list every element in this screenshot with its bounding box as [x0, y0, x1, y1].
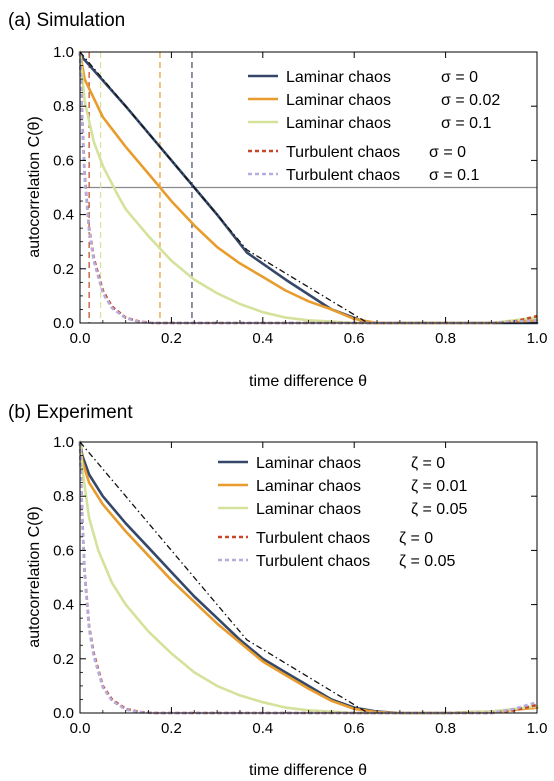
x-tick-label: 0.2	[161, 720, 182, 737]
y-tick-label: 0.6	[53, 542, 74, 559]
legend-label: Turbulent chaos	[256, 530, 370, 547]
x-tick-label: 0.2	[161, 330, 182, 347]
y-tick-label: 0.4	[53, 597, 74, 614]
legend-param: σ = 0.02	[441, 92, 500, 109]
legend-label: Laminar chaos	[286, 115, 391, 132]
y-tick-label: 0.2	[53, 261, 74, 278]
panel-title: (b) Experiment	[8, 402, 133, 423]
x-tick-label: 0.6	[344, 330, 365, 347]
legend-param: σ = 0	[441, 69, 478, 86]
legend-param: ζ = 0.05	[399, 553, 456, 570]
legend-param: σ = 0.1	[429, 167, 479, 184]
y-axis-label: autocorrelation C(θ)	[26, 116, 43, 257]
y-tick-label: 0.2	[53, 651, 74, 668]
x-axis-label: time difference θ	[249, 762, 367, 779]
legend-label: Laminar chaos	[286, 69, 391, 86]
reference-line	[79, 441, 369, 714]
panel-experiment: (b) Experiment 0.0 0.2 0.4 0.6 0.8 1.0 0.0 0.2 0…	[8, 402, 547, 779]
x-tick-label: 0.0	[70, 330, 91, 347]
legend-label: Turbulent chaos	[286, 144, 400, 161]
x-tick-label: 0.8	[435, 720, 456, 737]
legend-param: σ = 0.1	[441, 115, 491, 132]
legend-param: ζ = 0	[411, 455, 445, 472]
x-tick-label: 1.0	[527, 330, 548, 347]
legend-param: σ = 0	[429, 144, 466, 161]
legend-param: ζ = 0.01	[411, 478, 468, 495]
legend-label: Laminar chaos	[256, 478, 361, 495]
x-tick-label: 1.0	[527, 720, 548, 737]
y-tick-label: 1.0	[53, 434, 74, 451]
y-tick-label: 1.0	[53, 44, 74, 61]
legend-param: ζ = 0.05	[411, 501, 468, 518]
x-tick-label: 0.6	[344, 720, 365, 737]
x-tick-label: 0.0	[70, 720, 91, 737]
x-tick-label: 0.4	[252, 720, 273, 737]
legend-label: Laminar chaos	[256, 501, 361, 518]
reference-line	[79, 51, 369, 324]
y-tick-label: 0.0	[53, 315, 74, 332]
x-tick-label: 0.8	[435, 330, 456, 347]
panel-simulation: (a) Simulation 0.0 0.2 0.4 0.6 0.8 1.0 0.0 0.2 0…	[8, 10, 547, 390]
y-tick-label: 0.8	[53, 98, 74, 115]
y-tick-label: 0.8	[53, 488, 74, 505]
legend-label: Turbulent chaos	[256, 553, 370, 570]
y-tick-label: 0.6	[53, 152, 74, 169]
legend-label: Turbulent chaos	[286, 167, 400, 184]
y-tick-label: 0.4	[53, 207, 74, 224]
legend-label: Laminar chaos	[286, 92, 391, 109]
panel-title: (a) Simulation	[8, 10, 125, 31]
x-axis-label: time difference θ	[249, 373, 367, 390]
legend-label: Laminar chaos	[256, 455, 361, 472]
x-tick-label: 0.4	[252, 330, 273, 347]
y-axis-label: autocorrelation C(θ)	[26, 506, 43, 647]
legend-param: ζ = 0	[399, 530, 433, 547]
y-tick-label: 0.0	[53, 705, 74, 722]
